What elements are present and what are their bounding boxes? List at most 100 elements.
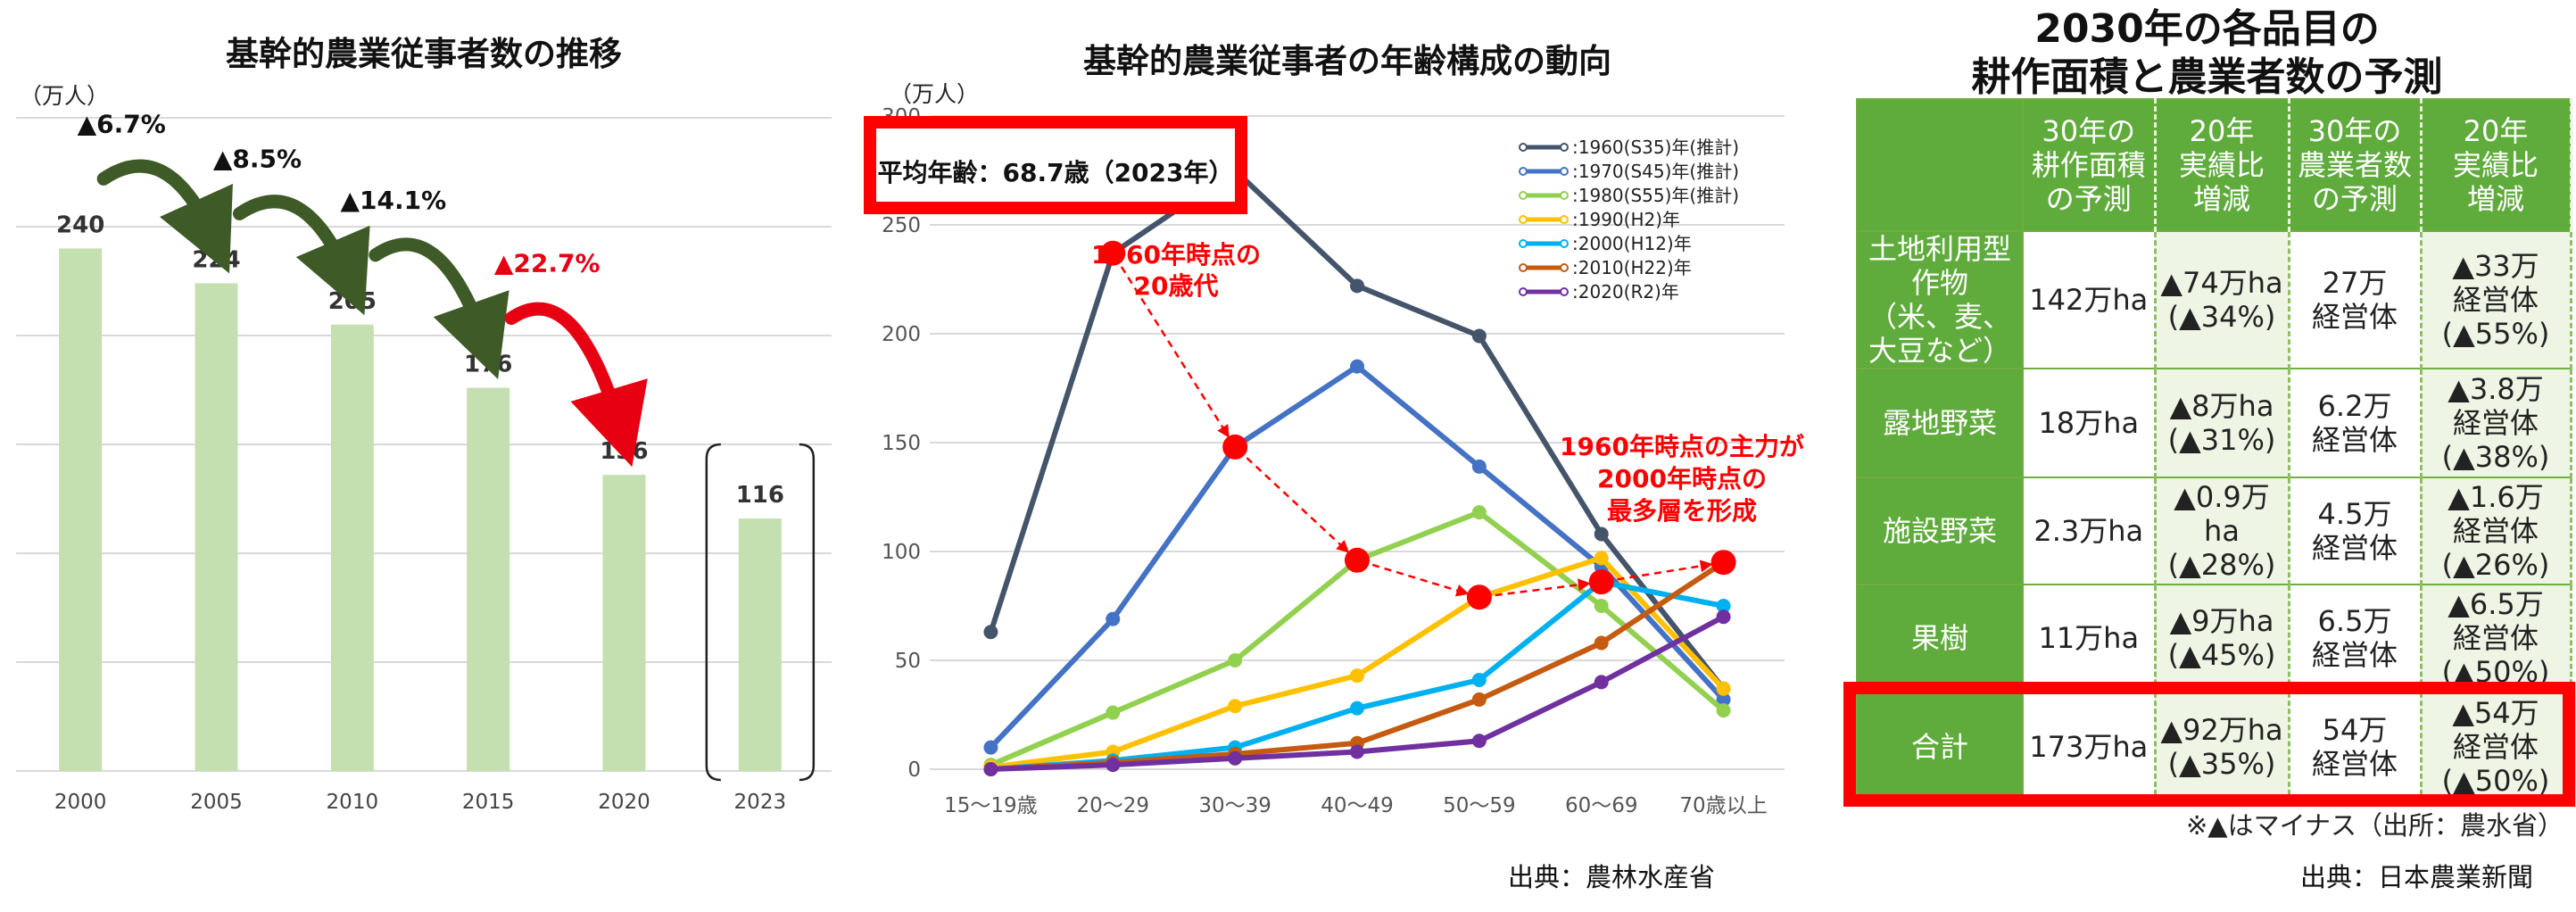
data-point [1471, 692, 1487, 707]
trend-arrowhead [1217, 424, 1230, 438]
chart-title: 基幹的農業従事者の年齢構成の動向 [1083, 42, 1611, 80]
y-unit-label: （万人） [890, 81, 980, 107]
farmers-forecast: 27万 経営体 [2288, 230, 2422, 369]
header-corner [1856, 98, 2024, 232]
y-tick-label: 0 [907, 759, 921, 782]
legend-marker [1560, 239, 1569, 248]
annotation-text: 最多層を形成 [1607, 496, 1757, 526]
y-tick-label: 100 [882, 541, 921, 564]
data-point [1350, 744, 1364, 759]
data-point [1471, 672, 1487, 687]
data-point [1106, 758, 1121, 773]
bar [59, 248, 103, 771]
farmers-forecast: 4.5万 経営体 [2288, 477, 2422, 585]
bar [195, 283, 238, 771]
table-note: ※▲はマイナス（出所：農水省） [2185, 810, 2564, 841]
trend-arrow [1495, 583, 1585, 597]
trend-arrow [1246, 457, 1346, 550]
table-title-line1: 2030年の各品目の [2034, 6, 2380, 52]
panel-forecast-table: 2030年の各品目の 耕作面積と農業者数の予測 30年の 耕作面積 の予測 20年実… [1838, 0, 2576, 912]
x-tick-label: 30～39 [1198, 794, 1271, 817]
legend-label: :1990(H2)年 [1572, 209, 1680, 230]
legend-marker [1519, 143, 1528, 152]
data-point [983, 740, 998, 755]
data-point [1471, 734, 1487, 749]
legend-marker [1560, 263, 1569, 272]
table-title: 2030年の各品目の 耕作面積と農業者数の予測 [1838, 5, 2576, 102]
table-row: 果樹 11万ha ▲9万ha (▲45%) 6.5万 経営体 ▲6.5万 経営体 (▲5… [1856, 584, 2572, 692]
farmers-forecast: 54万 経営体 [2288, 691, 2422, 803]
total-highlight-box [1843, 682, 2575, 807]
farmers-change: ▲3.8万 経営体 (▲38%) [2419, 368, 2572, 478]
bar [738, 518, 782, 771]
bar-chart: 240 2000 224 2005 205 2010 176 2015 136 2020 116 20… [16, 109, 832, 814]
area-change: ▲0.9万ha (▲28%) [2153, 477, 2290, 585]
average-age-box: 平均年齢：68.7歳（2023年） [864, 116, 1247, 214]
area-change: ▲74万ha (▲34%) [2153, 230, 2290, 369]
highlight-point [1100, 240, 1126, 266]
change-arrow [504, 302, 648, 468]
area-forecast: 18万ha [2022, 368, 2156, 478]
data-point [1350, 701, 1364, 716]
highlight-point [1588, 569, 1614, 595]
x-tick-label: 60～69 [1565, 794, 1638, 817]
y-tick-label: 200 [882, 323, 921, 346]
farmers-forecast: 6.5万 経営体 [2288, 584, 2422, 692]
bar-value-label: 136 [600, 438, 648, 465]
row-category: 合計 [1856, 691, 2024, 803]
row-category: 果樹 [1856, 584, 2024, 692]
data-point [1594, 599, 1609, 613]
annotation-text: 20歳代 [1134, 271, 1219, 301]
farmers-change: ▲6.5万 経営体 (▲50%) [2419, 584, 2572, 692]
farmers-change: ▲1.6万 経営体 (▲26%) [2419, 477, 2572, 585]
data-point [1350, 668, 1364, 684]
legend-label: :2020(R2)年 [1572, 281, 1679, 303]
data-point [1716, 692, 1731, 707]
bar [602, 475, 646, 771]
average-age-text: 平均年齢：68.7歳（2023年） [877, 158, 1234, 187]
area-change: ▲8万ha (▲31%) [2153, 368, 2290, 478]
panel-worker-trend: 基幹的農業従事者数の推移 （万人） 240 2000 224 2005 205 2010 1… [0, 0, 848, 912]
legend-marker [1560, 143, 1569, 152]
data-point [1350, 359, 1364, 374]
data-point [1106, 611, 1121, 626]
legend-label: :2010(H22)年 [1572, 257, 1692, 278]
table-row: 土地利用型 作物 （米、麦、 大豆など） 142万ha ▲74万ha (▲34%) 27… [1856, 230, 2572, 369]
bar-value-label: 224 [192, 246, 240, 273]
row-category: 施設野菜 [1856, 477, 2024, 585]
source-text: 出典：日本農業新聞 [2299, 862, 2533, 892]
y-tick-label: 150 [882, 432, 921, 455]
data-point [983, 625, 998, 640]
header-area-change: 20年 実績比 増減 [2153, 98, 2290, 232]
bracket-left [705, 443, 721, 782]
area-change: ▲9万ha (▲45%) [2153, 584, 2290, 692]
bar-value-label: 205 [328, 288, 377, 315]
annotation-text: 2000年時点の [1597, 464, 1767, 493]
data-point [1594, 551, 1609, 566]
legend-marker [1519, 215, 1528, 224]
series-line [990, 555, 1726, 770]
table-header-row: 30年の 耕作面積 の予測 20年 実績比 増減 30年の 農業者数 の予測 20年 実績比増… [1856, 98, 2572, 232]
farmers-change: ▲54万 経営体 (▲50%) [2419, 691, 2572, 803]
farmers-forecast: 6.2万 経営体 [2288, 368, 2422, 478]
x-tick-label: 2020 [598, 791, 650, 814]
farmers-change: ▲33万 経営体 (▲55%) [2419, 230, 2572, 369]
panel-age-structure: 基幹的農業従事者の年齢構成の動向 （万人） 050100150200250300… [848, 0, 1829, 912]
change-arrow [369, 237, 509, 379]
bracket-right [799, 443, 816, 782]
data-point [1228, 653, 1243, 667]
area-forecast: 11万ha [2022, 584, 2156, 692]
data-point [1716, 703, 1731, 718]
data-point [983, 762, 998, 776]
trend-arrowhead [1336, 539, 1350, 553]
x-tick-label: 2010 [327, 791, 379, 814]
table-row: 露地野菜 18万ha ▲8万ha (▲31%) 6.2万 経営体 ▲3.8万 経営体(… [1856, 368, 2572, 478]
x-tick-label: 50～59 [1443, 794, 1516, 817]
bar-value-label: 116 [736, 482, 784, 509]
x-tick-label: 20～29 [1077, 794, 1150, 817]
legend-marker [1560, 191, 1569, 200]
data-point [1594, 635, 1609, 651]
data-point [1716, 681, 1731, 696]
change-arrow [233, 195, 370, 316]
area-forecast: 142万ha [2022, 230, 2156, 369]
